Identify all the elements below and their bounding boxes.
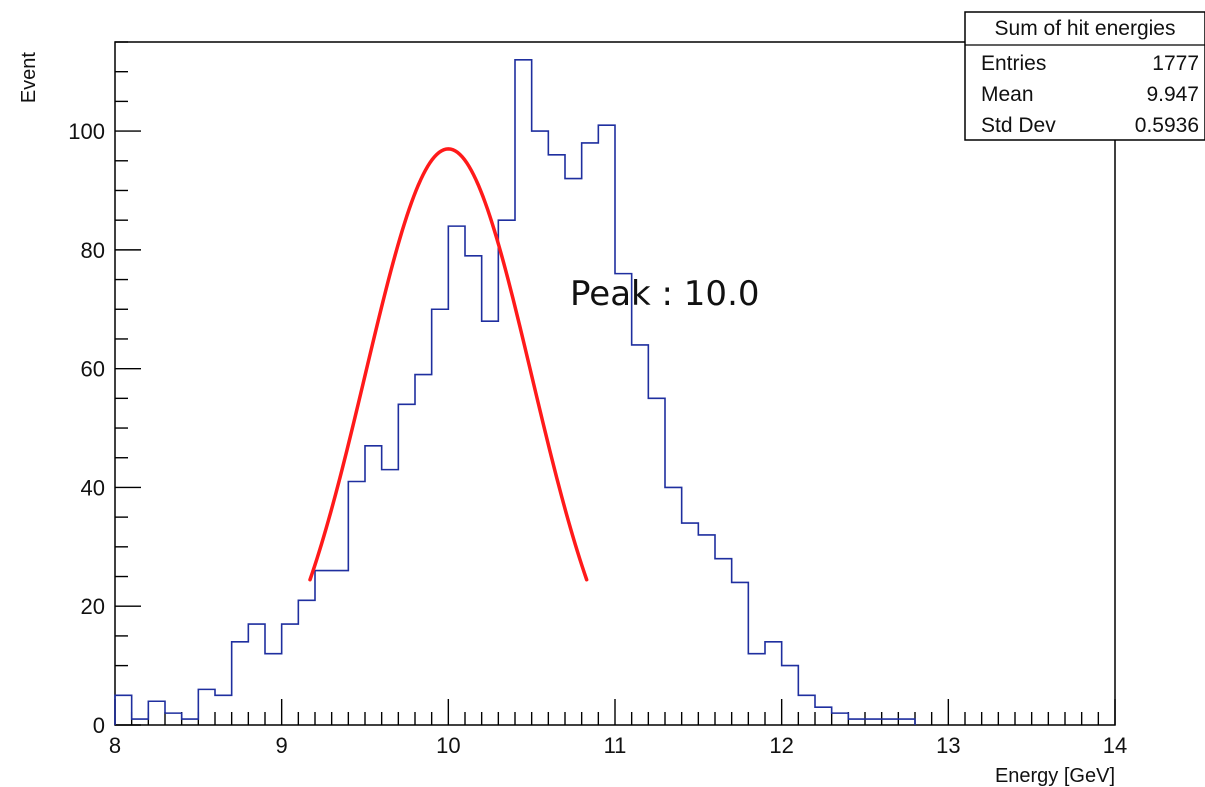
y-tick-label: 0 [93, 713, 105, 738]
fit-curve-group [308, 147, 589, 582]
axes [114, 41, 1116, 726]
x-tick-label: 10 [436, 733, 460, 758]
x-tick-label: 11 [604, 733, 627, 758]
histogram-series-line [114, 59, 916, 725]
stats-box: Sum of hit energies Entries 1777 Mean 9.947 S… [964, 11, 1205, 141]
axis-labels: 8 9 10 11 12 13 14 0 20 40 60 80 100 Energy [GeV] Even… [18, 52, 1127, 787]
gaussian-fit-curve [308, 147, 589, 582]
y-tick-label: 80 [81, 238, 105, 263]
stats-row-label: Std Dev [981, 114, 1056, 137]
stats-row-label: Entries [981, 52, 1046, 75]
stats-row-value: 9.947 [1146, 83, 1199, 106]
x-tick-label: 8 [109, 733, 121, 758]
y-tick-label: 40 [81, 475, 105, 500]
x-tick-label: 13 [936, 733, 960, 758]
stats-row-value: 0.5936 [1135, 114, 1199, 137]
x-tick-label: 12 [769, 733, 793, 758]
stats-box-title: Sum of hit energies [995, 17, 1176, 40]
x-tick-label: 9 [276, 733, 288, 758]
peak-annotation: Peak : 10.0 [570, 274, 760, 314]
stats-box-frame [964, 11, 1205, 141]
y-tick-label: 60 [81, 357, 105, 382]
histogram-marks [114, 59, 916, 725]
stats-row-value: 1777 [1152, 52, 1199, 75]
y-tick-label: 20 [81, 594, 105, 619]
x-axis-title: Energy [GeV] [995, 765, 1115, 787]
y-tick-label: 100 [68, 119, 105, 144]
stats-row-label: Mean [981, 83, 1034, 106]
y-axis-title: Event [18, 52, 40, 104]
x-tick-label: 14 [1103, 733, 1127, 758]
